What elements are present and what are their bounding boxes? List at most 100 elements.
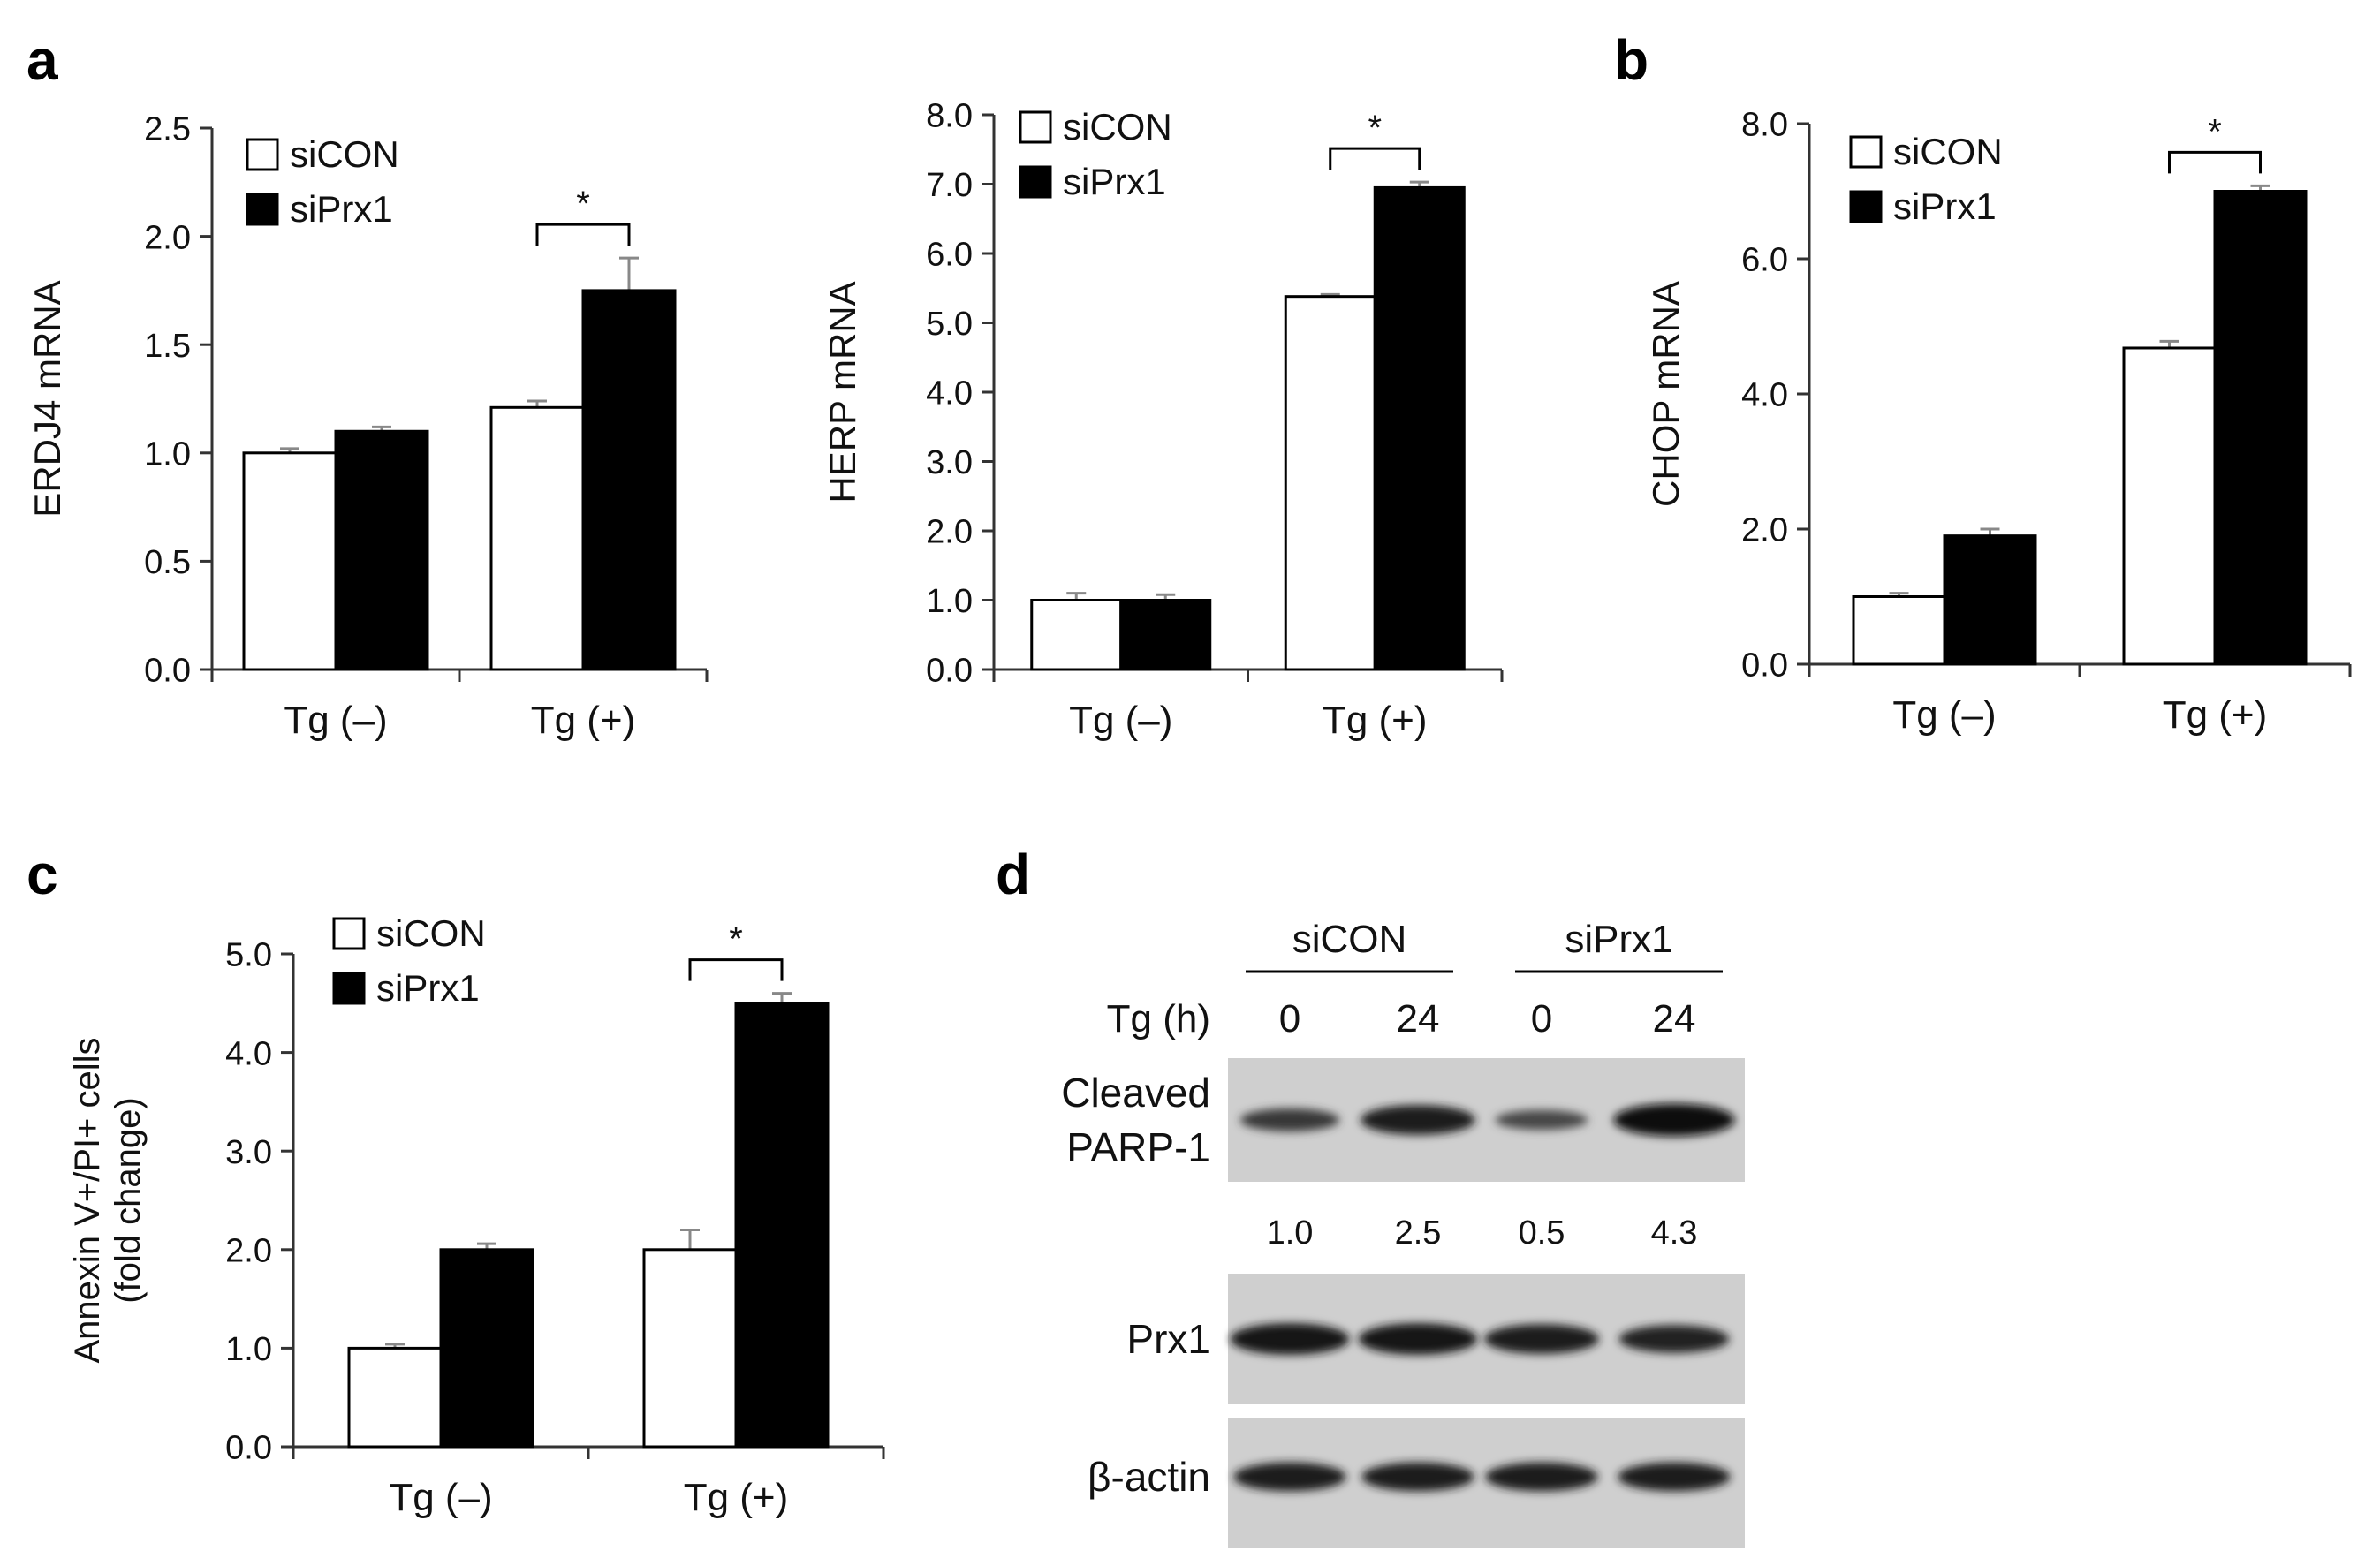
legend-label: siPrx1	[290, 188, 393, 230]
blot-quantification: 0.5	[1519, 1214, 1565, 1252]
y-tick-label: 3.0	[926, 444, 973, 481]
y-tick-label: 5.0	[225, 937, 272, 974]
chart-annexin: 0.0 1.0 2.0 3.0 4.0 5.0 Tg (–) Tg (+) * siCON siPr…	[68, 912, 885, 1519]
y-tick-label: 0.0	[144, 653, 191, 690]
x-tick-label: Tg (+)	[531, 699, 636, 742]
legend-label: siPrx1	[376, 967, 480, 1009]
y-axis-label: HERP mRNA	[822, 281, 863, 503]
legend-swatch	[332, 917, 366, 950]
panel-label-b: b	[1614, 28, 1649, 92]
bar-siprx1	[334, 429, 429, 671]
blot-band	[1230, 1323, 1350, 1355]
y-tick-label: 2.5	[144, 111, 191, 148]
panel-label-a: a	[27, 28, 58, 92]
significance-mark: *	[576, 185, 590, 223]
y-tick-label: 8.0	[1741, 107, 1788, 144]
legend-swatch	[246, 138, 279, 171]
panel-label-d: d	[996, 843, 1030, 906]
blot-lane-label: 24	[1653, 997, 1696, 1040]
significance-bracket	[688, 958, 784, 981]
y-tick-label: 2.0	[926, 514, 973, 551]
y-tick-label: 0.0	[926, 653, 973, 690]
blot-quantification: 1.0	[1267, 1214, 1314, 1252]
blot-band	[1484, 1324, 1599, 1354]
blot-band	[1485, 1462, 1598, 1492]
bar-siprx1	[2213, 190, 2308, 666]
legend-swatch	[1019, 110, 1052, 144]
blot-band	[1239, 1108, 1340, 1131]
x-tick-label: Tg (+)	[1323, 699, 1428, 742]
y-axis-label: (fold change)	[109, 1097, 148, 1303]
legend-label: siCON	[1063, 106, 1172, 148]
y-tick-label: 1.5	[144, 328, 191, 365]
significance-bracket	[535, 223, 631, 246]
blot-row-label: Prx1	[1126, 1316, 1210, 1362]
y-axis-label: Annexin V+/PI+ cells	[68, 1037, 107, 1363]
blot-lane-label: 24	[1397, 997, 1440, 1040]
y-tick-label: 0.5	[144, 544, 191, 581]
blot-band	[1618, 1462, 1731, 1492]
y-tick-label: 6.0	[926, 237, 973, 274]
bar-sicon	[642, 1248, 738, 1449]
y-tick-label: 2.0	[144, 219, 191, 256]
legend-swatch	[332, 972, 366, 1005]
western-blot: siCON siPrx1 Tg (h) 0 24 0 24 Cleaved PARP-1 Prx1…	[1061, 918, 1745, 1548]
y-axis-label: CHOP mRNA	[1645, 281, 1686, 507]
bar-sicon	[242, 451, 337, 671]
significance-bracket	[2168, 150, 2262, 174]
blot-group-label: siPrx1	[1565, 918, 1672, 961]
bar-sicon	[1852, 595, 1946, 666]
y-tick-label: 4.0	[225, 1035, 272, 1072]
y-tick-label: 1.0	[926, 583, 973, 620]
blot-band	[1358, 1323, 1478, 1355]
significance-mark: *	[1368, 109, 1382, 148]
y-tick-label: 4.0	[1741, 377, 1788, 414]
bar-sicon	[1284, 295, 1376, 671]
blot-group-label: siCON	[1292, 918, 1407, 961]
chart-herp: 0.0 1.0 2.0 3.0 4.0 5.0 6.0 7.0 8.0 Tg (–) Tg (+) *…	[822, 98, 1504, 742]
y-tick-label: 5.0	[926, 306, 973, 343]
y-tick-label: 1.0	[225, 1331, 272, 1368]
blot-row-label: β-actin	[1088, 1454, 1210, 1500]
legend-label: siCON	[290, 133, 399, 175]
y-tick-label: 7.0	[926, 167, 973, 204]
x-tick-label: Tg (–)	[389, 1476, 492, 1519]
significance-bracket	[1329, 147, 1421, 170]
bar-sicon	[1030, 599, 1123, 671]
x-tick-label: Tg (–)	[1892, 693, 1996, 737]
blot-lane-label: 0	[1531, 997, 1552, 1040]
blot-lane-label: 0	[1279, 997, 1300, 1040]
bar-sicon	[489, 405, 585, 671]
y-tick-label: 1.0	[144, 435, 191, 473]
y-tick-label: 0.0	[1741, 647, 1788, 685]
blot-row-label: PARP-1	[1066, 1124, 1210, 1170]
legend-swatch	[1019, 165, 1052, 199]
blot-band	[1361, 1462, 1474, 1492]
bar-siprx1	[1943, 534, 2037, 666]
blot-row-label: Cleaved	[1061, 1070, 1210, 1116]
x-tick-label: Tg (–)	[1069, 699, 1172, 742]
chart-erdj4: 0.0 0.5 1.0 1.5 2.0 2.5 Tg (–) Tg (+) * siCON siPr…	[27, 111, 709, 742]
bar-sicon	[2122, 346, 2217, 666]
significance-mark: *	[2208, 112, 2222, 151]
blot-band	[1233, 1462, 1346, 1492]
blot-band	[1618, 1325, 1730, 1353]
blot-quantification: 2.5	[1395, 1214, 1442, 1252]
blot-band	[1361, 1105, 1475, 1135]
x-tick-label: Tg (–)	[284, 699, 387, 742]
blot-band	[1495, 1109, 1588, 1131]
y-tick-label: 6.0	[1741, 242, 1788, 279]
legend-label: siPrx1	[1063, 161, 1166, 202]
chart-chop: 0.0 2.0 4.0 6.0 8.0 Tg (–) Tg (+) * siCON siPrx1 C…	[1645, 107, 2352, 737]
bar-siprx1	[581, 289, 677, 671]
blot-band	[1613, 1103, 1735, 1137]
y-tick-label: 8.0	[926, 98, 973, 135]
legend-swatch	[1849, 135, 1883, 169]
legend-swatch	[1849, 190, 1883, 223]
legend-label: siCON	[1893, 131, 2003, 172]
bar-siprx1	[1119, 599, 1212, 671]
bar-siprx1	[734, 1002, 830, 1449]
bar-sicon	[347, 1346, 443, 1449]
x-tick-label: Tg (+)	[684, 1476, 789, 1519]
